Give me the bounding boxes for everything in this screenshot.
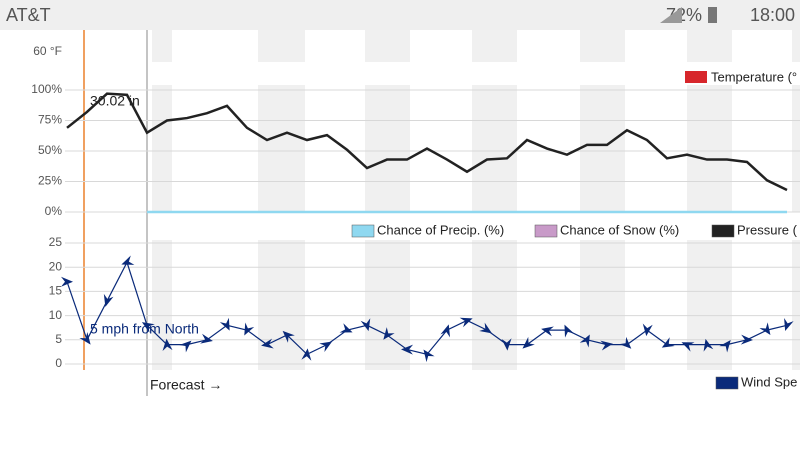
legend-label: Wind Spe [741, 374, 797, 389]
wind-arrow [600, 340, 613, 351]
night-band [258, 85, 305, 212]
wind-arrow [141, 322, 155, 333]
night-band [152, 240, 172, 370]
night-band [365, 85, 410, 212]
wind-arrow [440, 324, 451, 338]
y-tick-label: 20 [49, 259, 63, 273]
wind-arrow [703, 338, 714, 352]
wind-arrow [423, 349, 435, 363]
night-band [472, 30, 517, 62]
wind-arrow [401, 344, 414, 355]
y-tick-label: 10 [49, 308, 63, 322]
wind-arrow [103, 293, 114, 307]
wind-arrow [282, 330, 295, 343]
night-band [792, 85, 800, 212]
legend-swatch [351, 224, 375, 238]
legend-swatch [715, 376, 739, 390]
wind-arrow [740, 334, 753, 345]
night-band [365, 30, 410, 62]
y-tick-label: 15 [49, 284, 63, 298]
temp-tick: 60 °F [33, 44, 62, 58]
wind-arrow [541, 326, 554, 337]
night-band [687, 85, 732, 212]
y-tick-label: 25 [49, 235, 63, 249]
wind-arrow [261, 338, 274, 349]
wind-arrow [479, 322, 493, 334]
wind-arrow [661, 337, 675, 348]
legend-label: Temperature (° [711, 69, 797, 84]
annotation: 5 mph from North [90, 321, 199, 337]
wind-arrow [459, 317, 473, 328]
wind-arrow [642, 323, 653, 337]
legend-label: Pressure ( [737, 222, 798, 237]
legend-label: Chance of Precip. (%) [377, 222, 504, 237]
night-band [580, 85, 625, 212]
wind-arrow [564, 324, 575, 338]
wind-arrow [360, 318, 371, 332]
wind-arrow [759, 322, 771, 336]
wind-arrow [719, 339, 731, 353]
wind-arrow [681, 342, 695, 352]
night-band [792, 30, 800, 62]
night-band [152, 85, 172, 212]
y-tick-label: 25% [38, 174, 62, 188]
night-band [472, 85, 517, 212]
wind-arrow [244, 322, 255, 336]
legend-swatch [685, 71, 707, 83]
y-tick-label: 5 [55, 332, 62, 346]
wind-arrow [219, 317, 230, 331]
wind-arrow [501, 338, 512, 351]
wind-arrow [319, 341, 333, 353]
wind-arrow [619, 336, 632, 349]
wind-arrow [784, 318, 794, 331]
y-tick-label: 50% [38, 143, 62, 157]
y-tick-label: 100% [31, 82, 62, 96]
night-band [580, 240, 625, 370]
night-bands [152, 30, 800, 370]
night-band [152, 30, 172, 62]
battery-icon [708, 7, 717, 23]
status-bar [0, 0, 800, 30]
y-tick-label: 75% [38, 113, 62, 127]
night-band [580, 30, 625, 62]
wind-arrow [200, 333, 213, 344]
legend-swatch [711, 224, 735, 238]
y-tick-label: 0% [45, 204, 63, 218]
wind-arrow [522, 336, 535, 349]
wind-arrow [121, 255, 135, 265]
annotation: 30.02 in [90, 93, 140, 109]
y-tick-label: 0 [55, 356, 62, 370]
night-band [258, 30, 305, 62]
wind-arrow [61, 276, 73, 287]
wind-arrow [301, 348, 312, 361]
clock: 18:00 [750, 5, 795, 25]
night-band [258, 240, 305, 370]
series-line [66, 92, 788, 192]
night-band [792, 240, 800, 370]
night-band [687, 30, 732, 62]
wind-arrow [79, 331, 91, 345]
wind-arrow [179, 340, 192, 353]
signal-icon [660, 7, 682, 23]
series-line [66, 260, 788, 356]
wind-arrow [162, 338, 173, 352]
night-band [365, 240, 410, 370]
wind-arrow [339, 323, 353, 333]
night-band [472, 240, 517, 370]
night-band [687, 240, 732, 370]
forecast-label: Forecast → [150, 377, 222, 393]
wind-arrow [383, 327, 395, 340]
wind-arrow [579, 334, 590, 348]
legend-swatch [534, 224, 558, 238]
legend-label: Chance of Snow (%) [560, 222, 679, 237]
carrier: AT&T [6, 5, 51, 25]
